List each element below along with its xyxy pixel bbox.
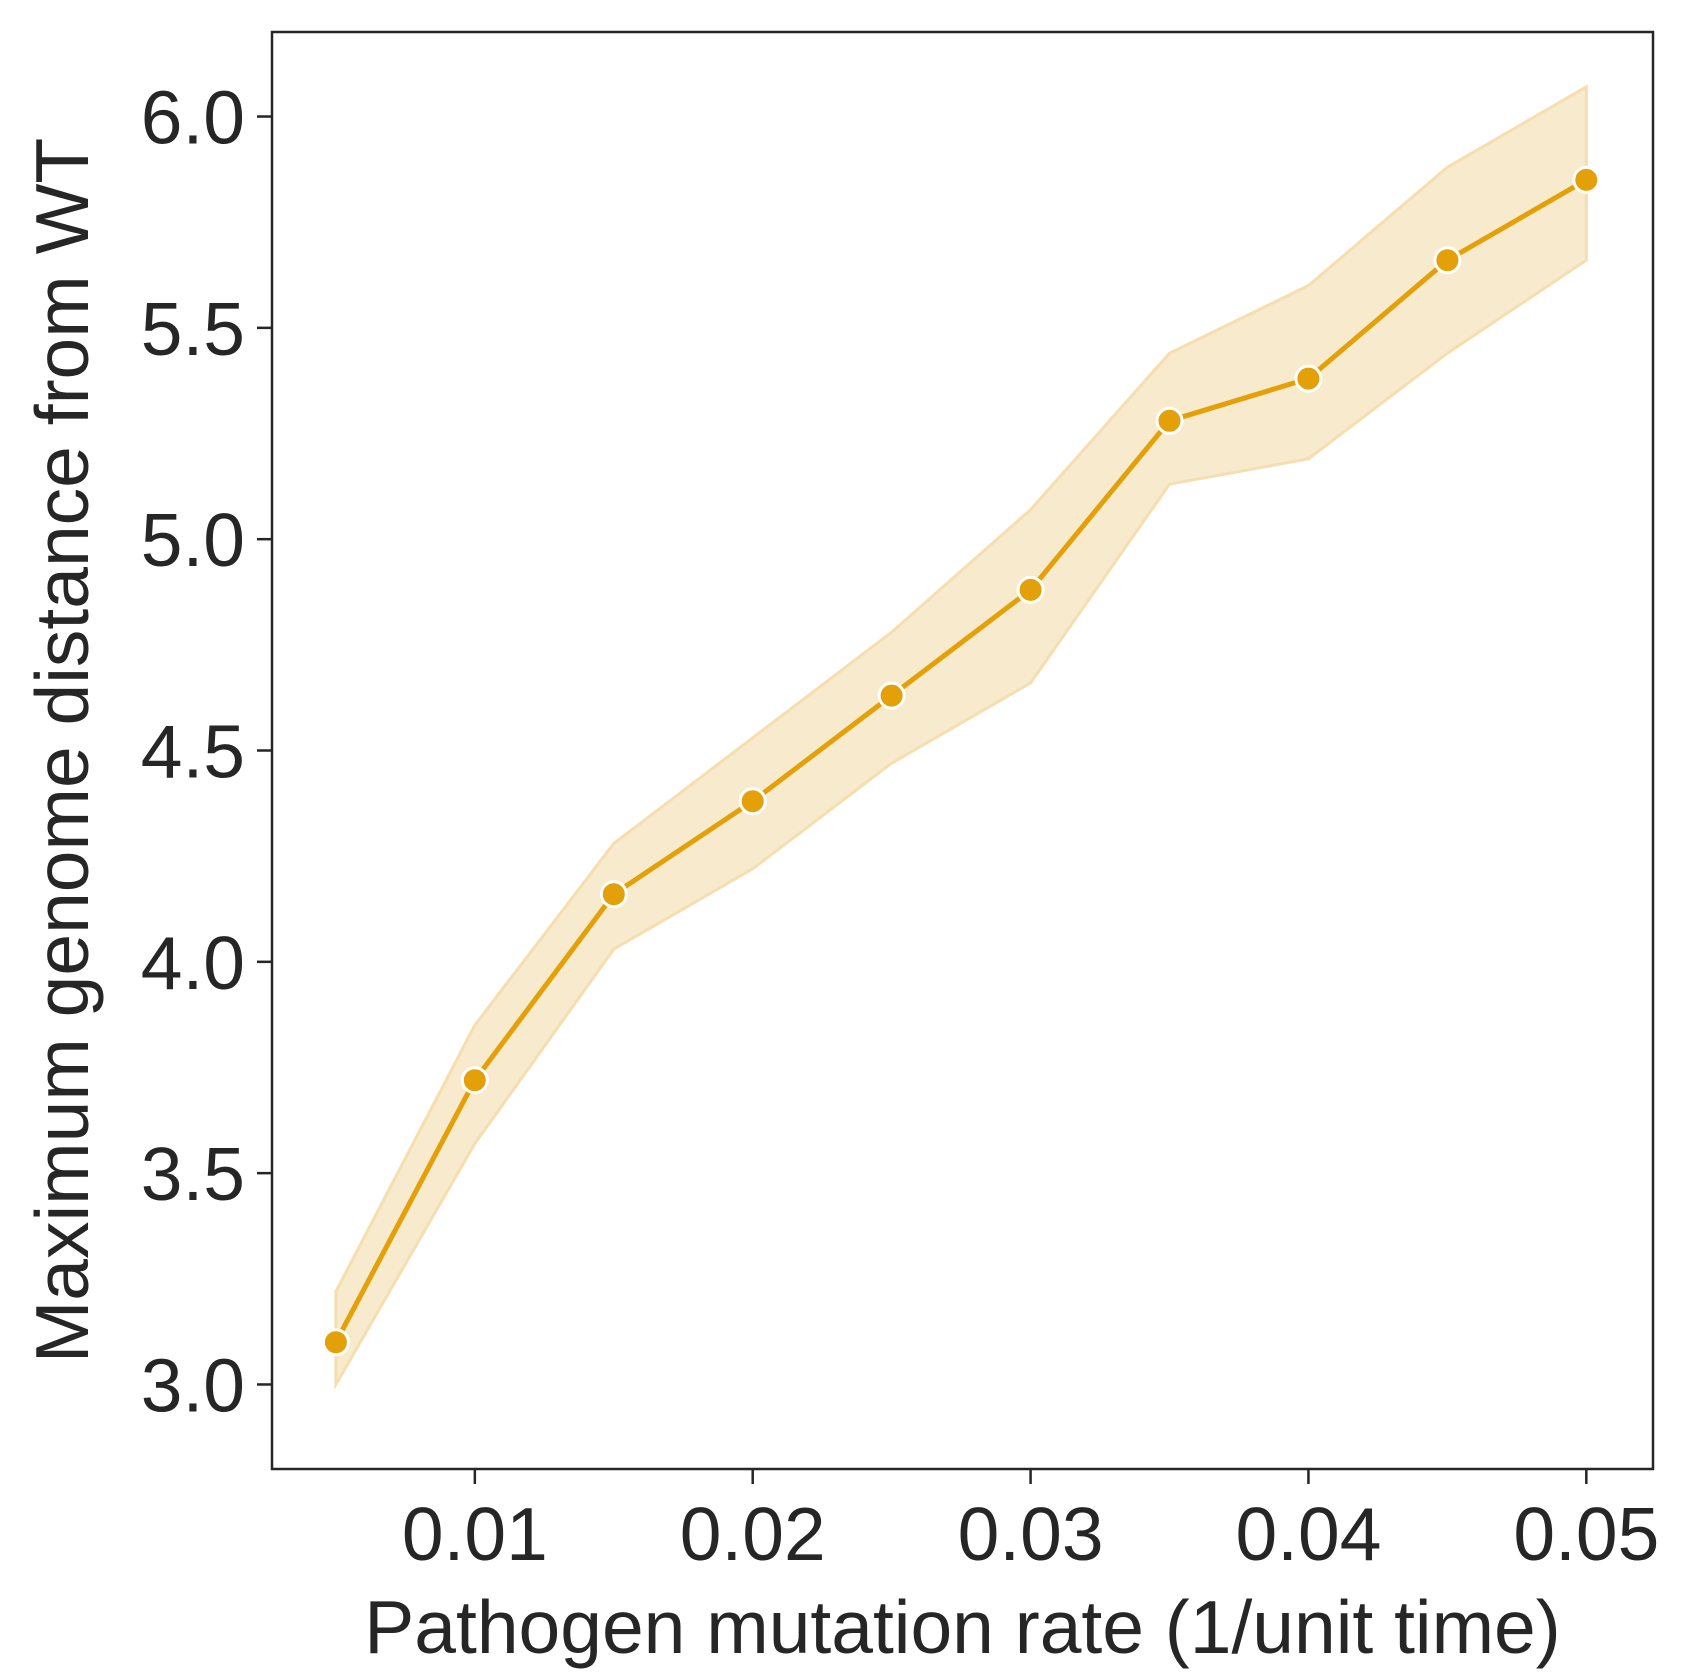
- y-tick-label: 4.0: [141, 921, 245, 1005]
- x-axis-ticks: 0.01 0.02 0.03 0.04 0.05: [402, 1469, 1659, 1576]
- data-point: [877, 681, 906, 710]
- series-line: [333, 177, 1588, 1344]
- confidence-band: [334, 84, 1588, 1391]
- x-tick-label: 0.01: [402, 1492, 548, 1576]
- y-tick-label: 5.0: [141, 498, 245, 582]
- y-axis-ticks: 3.0 3.5 4.0 4.5 5.0 5.5 6.0: [141, 76, 272, 1427]
- x-axis-label: Pathogen mutation rate (1/unit time): [364, 1585, 1560, 1669]
- data-point: [738, 787, 767, 816]
- y-tick-label: 6.0: [141, 76, 245, 160]
- data-point: [1433, 246, 1462, 275]
- data-point: [321, 1328, 350, 1357]
- y-tick-label: 3.0: [141, 1343, 245, 1427]
- y-tick-label: 5.5: [141, 287, 245, 371]
- x-tick-label: 0.02: [680, 1492, 826, 1576]
- y-axis-label: Maximum genome distance from WT: [20, 138, 104, 1363]
- plot-area: [321, 84, 1601, 1391]
- data-point: [1294, 364, 1323, 393]
- data-point: [1572, 165, 1601, 194]
- x-tick-label: 0.05: [1513, 1492, 1659, 1576]
- y-tick-label: 3.5: [141, 1132, 245, 1216]
- data-point: [599, 880, 628, 909]
- data-point: [1155, 406, 1184, 435]
- x-tick-label: 0.04: [1235, 1492, 1381, 1576]
- data-point: [1016, 575, 1045, 604]
- x-tick-label: 0.03: [958, 1492, 1104, 1576]
- data-point: [460, 1066, 489, 1095]
- y-tick-label: 4.5: [141, 710, 245, 794]
